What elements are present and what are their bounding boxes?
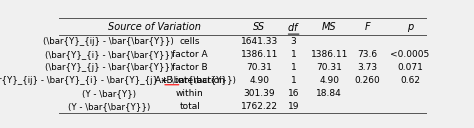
Text: SS: SS <box>254 22 265 32</box>
Text: 0.071: 0.071 <box>397 63 423 72</box>
Text: factor B: factor B <box>172 63 208 72</box>
Text: 1: 1 <box>291 63 297 72</box>
Text: 0.260: 0.260 <box>354 76 380 85</box>
Text: 4.90: 4.90 <box>249 76 269 85</box>
Text: 70.31: 70.31 <box>246 63 273 72</box>
Text: $\mathit{df}$: $\mathit{df}$ <box>287 21 300 33</box>
Text: 16: 16 <box>288 89 300 98</box>
Text: (Y - \bar{Y}): (Y - \bar{Y}) <box>82 89 136 98</box>
Text: 1: 1 <box>291 50 297 59</box>
Text: total: total <box>179 102 200 111</box>
Text: 1762.22: 1762.22 <box>241 102 278 111</box>
Text: cells: cells <box>180 37 200 46</box>
Text: <0.0005: <0.0005 <box>391 50 430 59</box>
Text: within: within <box>176 89 203 98</box>
Text: 1386.11: 1386.11 <box>241 50 278 59</box>
Text: 1386.11: 1386.11 <box>310 50 348 59</box>
Text: MS: MS <box>322 22 337 32</box>
Text: F: F <box>365 22 370 32</box>
Text: 3.73: 3.73 <box>357 63 377 72</box>
Text: 18.84: 18.84 <box>316 89 342 98</box>
Text: 1641.33: 1641.33 <box>241 37 278 46</box>
Text: (\bar{Y}_{j} - \bar{\bar{Y}}): (\bar{Y}_{j} - \bar{\bar{Y}}) <box>45 63 173 72</box>
Text: factor A: factor A <box>172 50 208 59</box>
Text: 19: 19 <box>288 102 300 111</box>
Text: 4.90: 4.90 <box>319 76 339 85</box>
Text: 0.62: 0.62 <box>400 76 420 85</box>
Text: (\bar{Y}_{ij} - \bar{\bar{Y}}): (\bar{Y}_{ij} - \bar{\bar{Y}}) <box>44 37 174 46</box>
Text: p: p <box>407 22 413 32</box>
Text: 73.6: 73.6 <box>357 50 377 59</box>
Text: (\bar{Y}_{ij} - \bar{Y}_{i} - \bar{Y}_{j} + \bar{\bar{Y}}): (\bar{Y}_{ij} - \bar{Y}_{i} - \bar{Y}_{j… <box>0 76 236 85</box>
Text: Source of Variation: Source of Variation <box>109 22 201 32</box>
Text: 3: 3 <box>291 37 297 46</box>
Text: AxB interaction: AxB interaction <box>155 76 225 85</box>
Text: 301.39: 301.39 <box>244 89 275 98</box>
Text: 1: 1 <box>291 76 297 85</box>
Text: (Y - \bar{\bar{Y}}): (Y - \bar{\bar{Y}}) <box>68 102 150 111</box>
Text: (\bar{Y}_{i} - \bar{\bar{Y}}): (\bar{Y}_{i} - \bar{\bar{Y}}) <box>45 50 173 59</box>
Text: 70.31: 70.31 <box>316 63 342 72</box>
